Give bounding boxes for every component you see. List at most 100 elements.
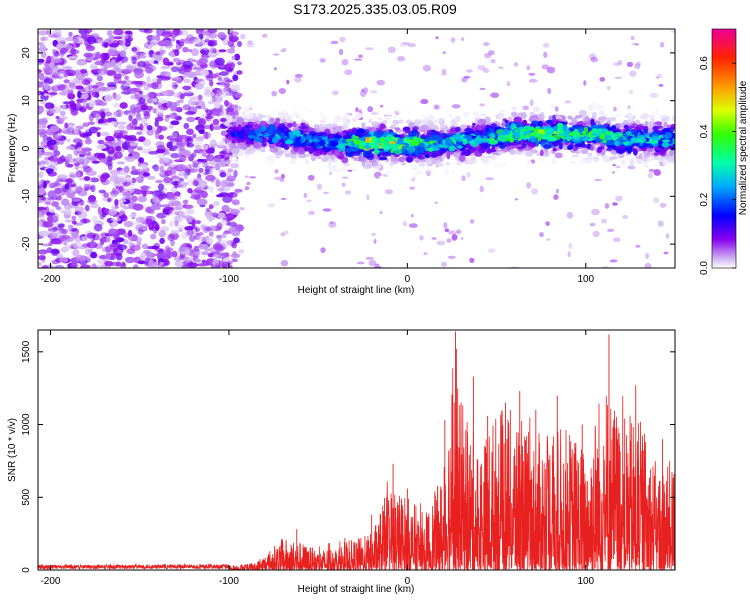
heatmap-cell (38, 81, 44, 88)
heatmap-cell (182, 204, 194, 209)
heatmap-cell (451, 104, 461, 109)
heatmap-cell (606, 228, 615, 232)
heatmap-cell (440, 73, 448, 76)
heatmap-cell (183, 78, 191, 84)
heatmap-cell (176, 141, 183, 147)
heatmap-cell (367, 106, 374, 113)
heatmap-cell (195, 144, 202, 151)
heatmap-cell (124, 156, 136, 163)
heatmap-cell (245, 112, 254, 120)
heatmap-cell (130, 244, 141, 251)
heatmap-cell (197, 263, 208, 267)
heatmap-cell (100, 240, 105, 246)
heatmap-cell (107, 49, 116, 56)
heatmap-cell (483, 168, 488, 174)
heatmap-cell (173, 92, 180, 99)
heatmap-cell (378, 175, 386, 179)
heatmap-cell (119, 50, 127, 58)
heatmap-cell (73, 77, 78, 82)
heatmap-cell (214, 100, 221, 109)
heatmap-cell (154, 119, 159, 127)
heatmap-cell (195, 36, 201, 44)
heatmap-cell (207, 225, 217, 232)
heatmap-cell (412, 126, 419, 131)
heatmap-cell (217, 141, 226, 147)
heatmap-cell (43, 78, 54, 85)
heatmap-cell (218, 49, 227, 53)
heatmap-cell (366, 155, 375, 160)
heatmap-cell (643, 154, 651, 158)
heatmap-cell (465, 69, 473, 73)
heatmap-cell (220, 219, 228, 225)
heatmap-cell (116, 244, 128, 251)
heatmap-cell (231, 55, 236, 60)
heatmap-cell (44, 76, 50, 82)
heatmap-cell (234, 188, 243, 193)
heatmap-cell (229, 226, 236, 232)
heatmap-cell (66, 138, 71, 143)
heatmap-cell (112, 93, 122, 102)
heatmap-cell (95, 264, 106, 268)
heatmap-cell (119, 39, 126, 47)
heatmap-cell (148, 222, 155, 229)
heatmap-cell (615, 195, 623, 202)
heatmap-cell (226, 175, 236, 182)
heatmap-cell (115, 67, 121, 73)
heatmap-cell (62, 66, 73, 70)
heatmap-cell (415, 158, 420, 163)
heatmap-cell (107, 86, 117, 91)
heatmap-cell (145, 215, 153, 219)
heatmap-cell (135, 80, 144, 85)
heatmap-cell (439, 122, 446, 128)
heatmap-cell (219, 261, 229, 268)
heatmap-cell (105, 252, 111, 260)
heatmap-cell (642, 150, 651, 156)
heatmap-cell (170, 229, 180, 235)
heatmap-cell (428, 114, 435, 121)
heatmap-cell (106, 180, 111, 185)
heatmap-cell (188, 48, 193, 53)
heatmap-cell (528, 72, 536, 76)
heatmap-cell (362, 87, 369, 94)
heatmap-cell (198, 232, 204, 236)
heatmap-cell (120, 91, 131, 95)
heatmap-cell (352, 168, 358, 172)
heatmap-cell (228, 157, 238, 161)
heatmap-cell (51, 259, 60, 265)
heatmap-cell (290, 153, 297, 159)
heatmap-cell (38, 171, 44, 179)
heatmap-cell (92, 233, 100, 241)
heatmap-cell (56, 206, 62, 211)
heatmap-cell (185, 208, 195, 215)
heatmap-cell (59, 257, 69, 263)
heatmap-cell (59, 47, 68, 54)
heatmap-cell (216, 234, 223, 239)
heatmap-cell (71, 231, 79, 239)
heatmap-cell (110, 121, 116, 126)
heatmap-cell (93, 99, 104, 106)
heatmap-cell (92, 91, 100, 98)
heatmap-cell (74, 206, 85, 213)
heatmap-cell (617, 152, 625, 159)
heatmap-cell (179, 177, 184, 183)
heatmap-cell (242, 107, 250, 113)
heatmap-cell (532, 106, 541, 113)
heatmap-cell (181, 232, 188, 240)
heatmap-cell (88, 99, 96, 108)
heatmap-cell (191, 219, 196, 227)
heatmap-cell (198, 47, 210, 51)
heatmap-cell (57, 223, 65, 228)
heatmap-cell (353, 156, 359, 162)
heatmap-cell (149, 209, 155, 215)
heatmap-cell (422, 64, 431, 72)
heatmap-cell (139, 164, 148, 170)
heatmap-cell (320, 247, 326, 254)
heatmap-cell (327, 165, 333, 169)
heatmap-cell (293, 102, 298, 106)
heatmap-cell (38, 206, 47, 211)
heatmap-cell (488, 248, 496, 253)
heatmap-cell (196, 198, 208, 206)
heatmap-cell (659, 42, 665, 48)
heatmap-cell (594, 178, 602, 182)
heatmap-cell (226, 149, 231, 153)
